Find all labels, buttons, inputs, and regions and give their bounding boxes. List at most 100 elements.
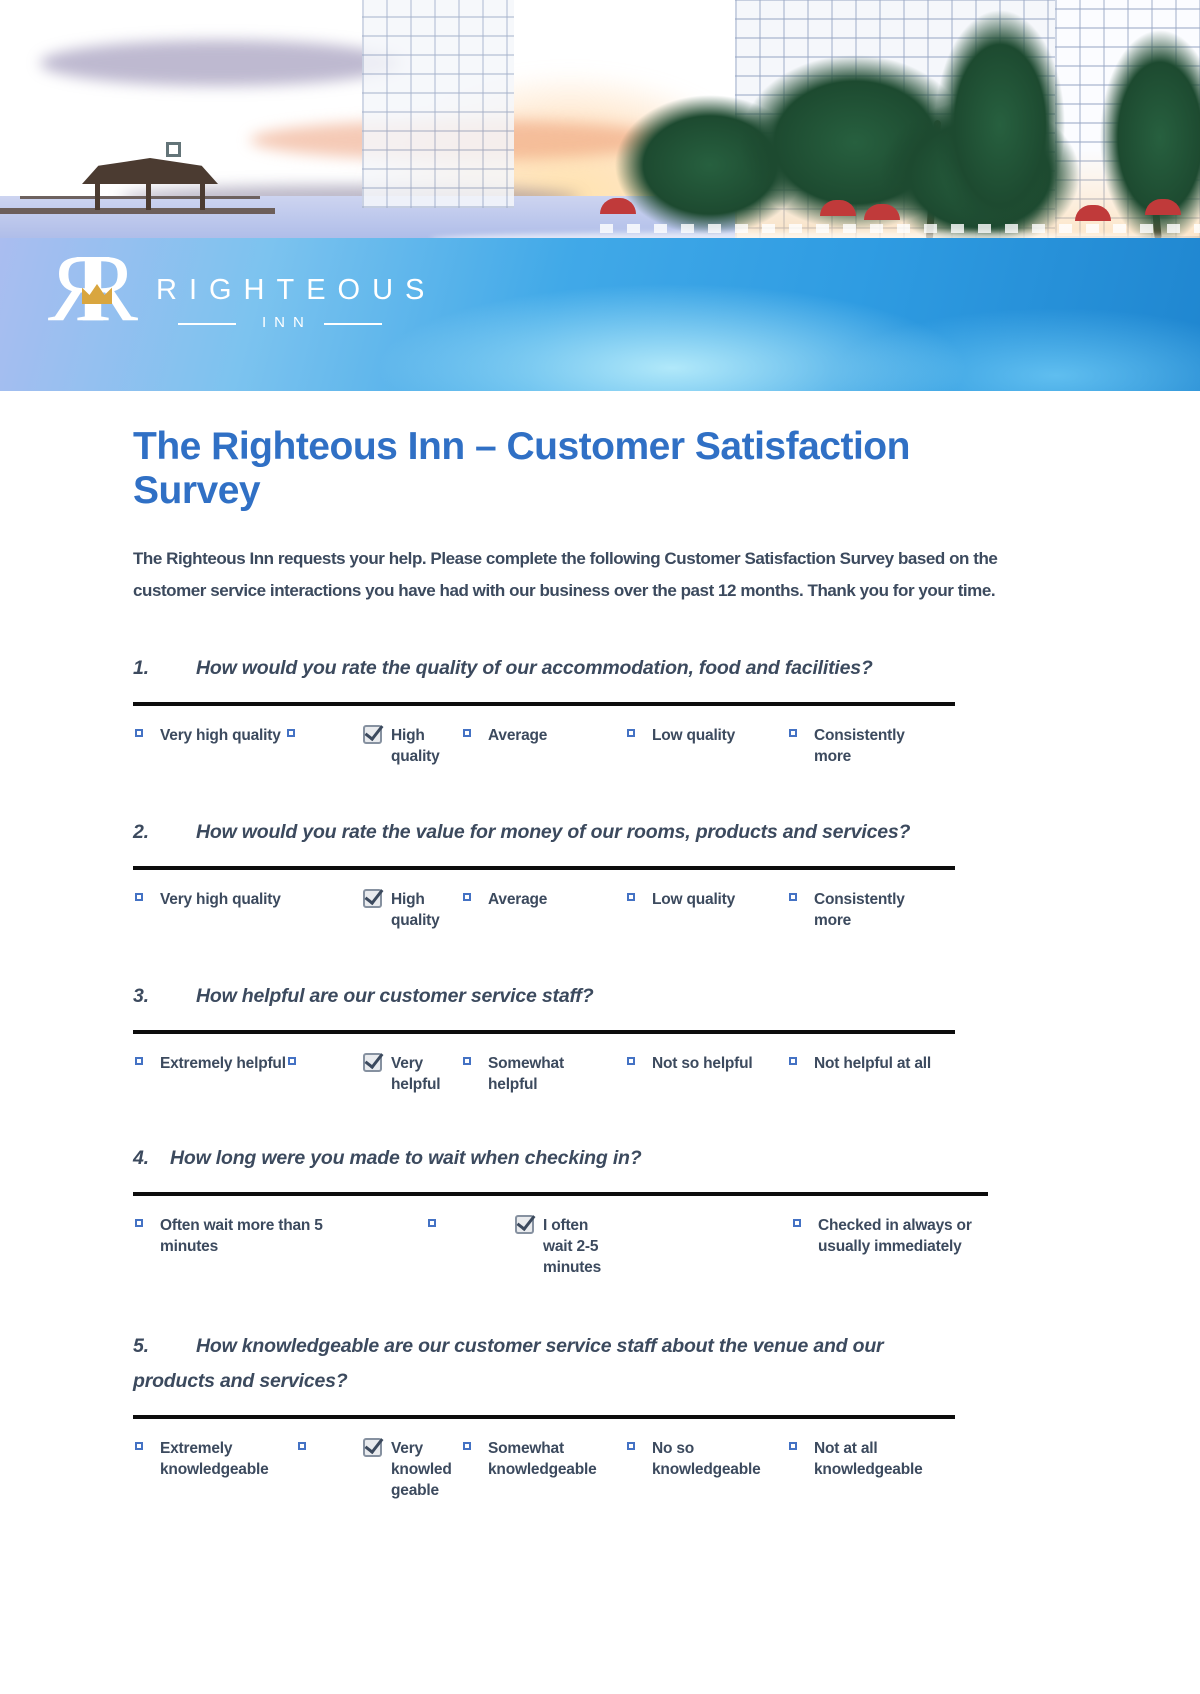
checkbox-icon[interactable] <box>463 1442 471 1450</box>
option-low-quality[interactable]: Low quality <box>627 725 777 746</box>
option-label: Average <box>488 727 548 744</box>
question-heading: 3. How helpful are our customer service s… <box>133 979 1000 1014</box>
pier-railing <box>20 196 260 199</box>
option-checked-in-immediately[interactable]: Checked in always or usually immediately <box>793 1215 986 1257</box>
checkbox-icon[interactable] <box>463 1057 471 1065</box>
checkbox-icon[interactable] <box>135 1057 143 1065</box>
pier <box>0 208 275 214</box>
option-consistently-more[interactable]: Consistently more <box>789 889 909 931</box>
option-extremely-knowledgeable[interactable]: Extremely knowledgeable <box>135 1438 270 1480</box>
question-text: How helpful are our customer service sta… <box>196 985 594 1007</box>
checkbox-icon[interactable] <box>135 729 143 737</box>
option-not-so-helpful[interactable]: Not so helpful <box>627 1053 777 1074</box>
checkbox-icon[interactable] <box>135 1219 143 1227</box>
option-extremely-helpful[interactable]: Extremely helpful <box>135 1053 296 1074</box>
option-unlabeled[interactable] <box>428 1215 453 1227</box>
checked-checkbox-icon[interactable] <box>363 725 382 744</box>
checkbox-icon[interactable] <box>428 1219 436 1227</box>
question-text: How knowledgeable are our customer servi… <box>133 1335 884 1392</box>
checkbox-icon[interactable] <box>789 729 797 737</box>
option-not-helpful-at-all[interactable]: Not helpful at all <box>789 1053 931 1074</box>
option-often-wait-more[interactable]: Often wait more than 5 minutes <box>135 1215 335 1257</box>
option-no-so-knowledgeable[interactable]: No so knowledgeable <box>627 1438 777 1480</box>
checkbox-icon[interactable] <box>793 1219 801 1227</box>
checkbox-icon[interactable] <box>463 893 471 901</box>
question-number: 1. <box>133 657 149 679</box>
checked-checkbox-icon[interactable] <box>515 1215 534 1234</box>
logo-divider-line <box>178 323 236 325</box>
pool-loungers <box>600 224 1200 233</box>
option-label: Checked in always or usually immediately <box>818 1217 972 1255</box>
option-label: Somewhat knowledgeable <box>488 1440 597 1478</box>
hotel-tower <box>362 0 514 208</box>
checkbox-icon[interactable] <box>627 893 635 901</box>
option-low-quality[interactable]: Low quality <box>627 889 777 910</box>
cloud <box>40 40 400 86</box>
umbrella <box>1145 199 1181 215</box>
gazebo-leg <box>146 184 151 210</box>
option-often-wait-2-5[interactable]: I often wait 2-5 minutes <box>515 1215 613 1278</box>
option-high-quality[interactable]: High quality <box>363 889 453 931</box>
option-somewhat-helpful[interactable]: Somewhat helpful <box>463 1053 578 1095</box>
option-label: Consistently more <box>814 891 905 929</box>
option-very-high-quality[interactable]: Very high quality <box>135 889 281 910</box>
question-4: 4. How long were you made to wait when ch… <box>133 1141 1000 1285</box>
umbrella <box>864 204 900 220</box>
option-average[interactable]: Average <box>463 725 608 746</box>
logo-divider-line <box>324 323 382 325</box>
divider <box>133 1030 955 1034</box>
divider <box>133 866 955 870</box>
monogram-letter: R <box>74 234 139 341</box>
checkbox-icon[interactable] <box>287 1057 296 1065</box>
option-very-helpful[interactable]: Very helpful <box>363 1053 453 1095</box>
logo-name: RIGHTEOUS <box>156 274 437 306</box>
checkbox-icon[interactable] <box>135 1442 143 1450</box>
checkbox-icon[interactable] <box>627 1442 635 1450</box>
divider <box>133 1415 955 1419</box>
pool-water <box>0 238 1200 391</box>
option-label: Very high quality <box>160 727 281 744</box>
checked-checkbox-icon[interactable] <box>363 889 382 908</box>
checked-checkbox-icon[interactable] <box>363 1053 382 1072</box>
option-label: Average <box>488 891 548 908</box>
option-label: I often wait 2-5 minutes <box>543 1217 602 1276</box>
option-label: No so knowledgeable <box>652 1440 761 1478</box>
hero-image: R R RIGHTEOUS INN <box>0 0 1200 391</box>
divider <box>133 702 955 706</box>
option-very-high-quality[interactable]: Very high quality <box>135 725 295 746</box>
option-consistently-more[interactable]: Consistently more <box>789 725 909 767</box>
question-1: 1. How would you rate the quality of our … <box>133 651 1000 771</box>
option-not-at-all-knowledgeable[interactable]: Not at all knowledgeable <box>789 1438 924 1480</box>
checkbox-icon[interactable] <box>135 893 143 901</box>
checkbox-icon[interactable] <box>789 1057 797 1065</box>
page-title: The Righteous Inn – Customer Satisfactio… <box>133 425 910 512</box>
logo-subname: INN <box>262 314 312 331</box>
checkbox-icon[interactable] <box>627 729 635 737</box>
question-heading: 5. How knowledgeable are our customer ser… <box>133 1329 943 1399</box>
checkbox-icon[interactable] <box>789 1442 797 1450</box>
righteous-inn-logo: R R RIGHTEOUS INN <box>48 234 468 366</box>
options-row: Very high quality High quality Average L… <box>133 889 1000 935</box>
gazebo <box>82 158 218 184</box>
checkbox-icon[interactable] <box>286 729 295 737</box>
option-somewhat-knowledgeable[interactable]: Somewhat knowledgeable <box>463 1438 608 1480</box>
option-label: Very knowled geable <box>391 1440 452 1499</box>
options-row: Often wait more than 5 minutes I often w… <box>133 1215 1000 1285</box>
options-row: Very high quality High quality Average L… <box>133 725 1000 771</box>
question-number: 4. <box>133 1147 149 1169</box>
option-label: Not so helpful <box>652 1055 753 1072</box>
option-high-quality[interactable]: High quality <box>363 725 453 767</box>
logo-monogram: R R <box>48 234 158 350</box>
checkbox-icon[interactable] <box>463 729 471 737</box>
options-row: Extremely knowledgeable Very knowled gea… <box>133 1438 1000 1510</box>
checkbox-icon[interactable] <box>627 1057 635 1065</box>
option-very-knowledgeable[interactable]: Very knowled geable <box>363 1438 452 1501</box>
question-heading: 1. How would you rate the quality of our … <box>133 651 1000 686</box>
question-text: How would you rate the value for money o… <box>196 821 911 843</box>
checked-checkbox-icon[interactable] <box>363 1438 382 1457</box>
option-unlabeled[interactable] <box>298 1438 323 1450</box>
checkbox-icon[interactable] <box>298 1442 306 1450</box>
option-average[interactable]: Average <box>463 889 608 910</box>
options-row: Extremely helpful Very helpful Somewhat … <box>133 1053 1000 1097</box>
checkbox-icon[interactable] <box>789 893 797 901</box>
